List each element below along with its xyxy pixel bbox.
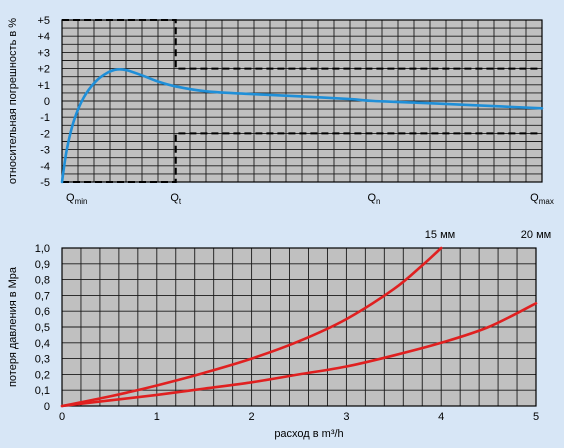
y-tick-label: 0,5: [35, 322, 50, 334]
y-tick-label: 0: [44, 96, 50, 108]
y-tick-label: 0,2: [35, 369, 50, 381]
x-tick-label: 3: [343, 411, 349, 423]
q-marker-label-t: Qt: [170, 192, 182, 206]
x-tick-label: 5: [533, 411, 539, 423]
x-axis-title: расход в m³/h: [274, 428, 343, 440]
tolerance-line-lower: [62, 132, 542, 183]
y-tick-label: +4: [37, 31, 50, 43]
y-tick-label: 0,1: [35, 385, 50, 397]
error-curve: [60, 67, 544, 184]
q-marker-label-n: Qn: [367, 192, 380, 206]
y-tick-label: -2: [40, 128, 50, 140]
x-tick-label: 4: [438, 411, 444, 423]
y-tick-label: -3: [40, 145, 50, 157]
y-axis-title: относительная погрешность в %: [7, 18, 19, 184]
x-tick-label: 0: [59, 411, 65, 423]
q-marker-label-min: Qmin: [66, 192, 87, 206]
q-marker-label-max: Qmax: [530, 192, 554, 206]
series-label-20mm: 20 мм: [521, 229, 551, 241]
y-tick-label: +2: [37, 64, 50, 76]
y-tick-label: 0,4: [35, 338, 50, 350]
series-line-2: [60, 302, 538, 408]
tolerance-line-upper: [62, 19, 542, 70]
plot-frame: [61, 19, 543, 183]
y-tick-label: -5: [40, 177, 50, 189]
y-axis-title: потеря давления в Мра: [7, 266, 19, 387]
y-tick-label: +5: [37, 15, 50, 27]
y-tick-label: +3: [37, 47, 50, 59]
y-tick-label: 0: [44, 401, 50, 413]
plot-frame: [61, 247, 537, 407]
x-tick-label: 1: [154, 411, 160, 423]
series-label-15mm: 15 мм: [425, 229, 455, 241]
y-tick-label: 0,9: [35, 259, 50, 271]
y-tick-label: +1: [37, 80, 50, 92]
y-tick-label: 1,0: [35, 243, 50, 255]
y-tick-label: 0,6: [35, 306, 50, 318]
y-tick-label: 0,8: [35, 275, 50, 287]
y-tick-label: 0,7: [35, 290, 50, 302]
pressure-loss-chart: 0 0,1 0,2 0,3 0,4 0,5 0,6 0,7 0,8 0,9 1,0 0 1 2 3 4 5 пот…: [7, 229, 551, 440]
error-curve-chart: +5 +4 +3 +2 +1 0 -1 -2 -3 -4 -5 относительная погре…: [7, 15, 554, 206]
y-tick-label: -4: [40, 161, 50, 173]
series-line-1: [60, 246, 443, 408]
y-tick-label: -1: [40, 112, 50, 124]
y-tick-label: 0,3: [35, 354, 50, 366]
x-tick-label: 2: [249, 411, 255, 423]
